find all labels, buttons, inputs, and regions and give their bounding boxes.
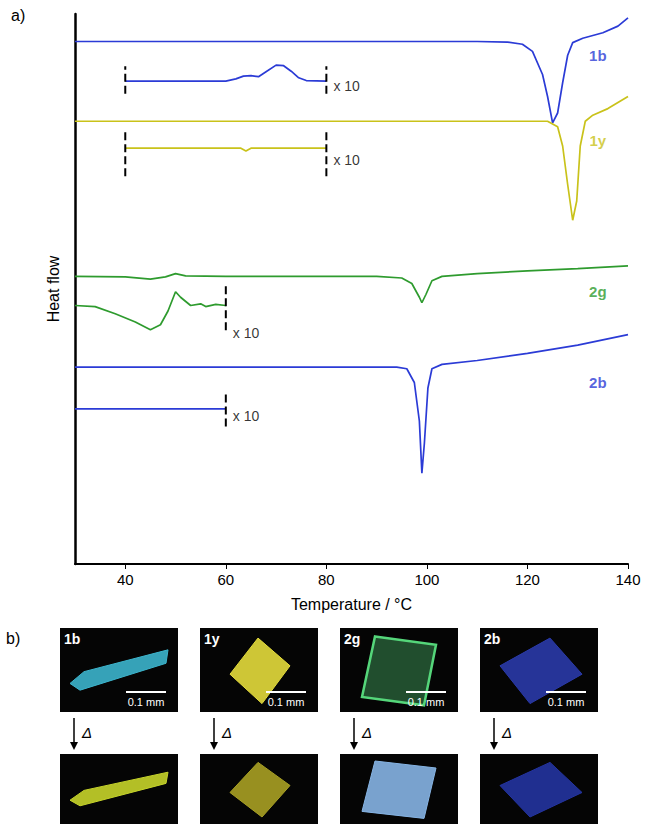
- svg-text:x 10: x 10: [333, 78, 360, 94]
- svg-text:Δ: Δ: [361, 724, 372, 741]
- svg-text:b): b): [6, 630, 20, 647]
- svg-text:2g: 2g: [344, 631, 360, 647]
- svg-text:60: 60: [217, 571, 234, 588]
- svg-text:x 10: x 10: [233, 325, 260, 341]
- svg-text:140: 140: [615, 571, 640, 588]
- svg-text:Temperature / °C: Temperature / °C: [291, 596, 412, 613]
- svg-text:Δ: Δ: [221, 724, 232, 741]
- svg-text:Heat flow: Heat flow: [45, 255, 62, 322]
- svg-text:0.1 mm: 0.1 mm: [548, 696, 585, 708]
- svg-text:40: 40: [117, 571, 134, 588]
- svg-text:0.1 mm: 0.1 mm: [128, 696, 165, 708]
- svg-text:80: 80: [318, 571, 335, 588]
- svg-text:2b: 2b: [589, 374, 607, 391]
- svg-text:x 10: x 10: [233, 408, 260, 424]
- svg-text:Δ: Δ: [81, 724, 92, 741]
- svg-text:1b: 1b: [589, 47, 607, 64]
- svg-text:Δ: Δ: [501, 724, 512, 741]
- svg-text:2g: 2g: [589, 283, 607, 300]
- svg-text:2b: 2b: [484, 631, 500, 647]
- svg-text:120: 120: [515, 571, 540, 588]
- svg-text:a): a): [11, 7, 25, 24]
- svg-text:1b: 1b: [64, 631, 80, 647]
- svg-text:0.1 mm: 0.1 mm: [408, 696, 445, 708]
- svg-text:100: 100: [414, 571, 439, 588]
- svg-text:1y: 1y: [204, 631, 220, 647]
- svg-text:x 10: x 10: [333, 152, 360, 168]
- svg-text:0.1 mm: 0.1 mm: [268, 696, 305, 708]
- svg-text:1y: 1y: [589, 132, 606, 149]
